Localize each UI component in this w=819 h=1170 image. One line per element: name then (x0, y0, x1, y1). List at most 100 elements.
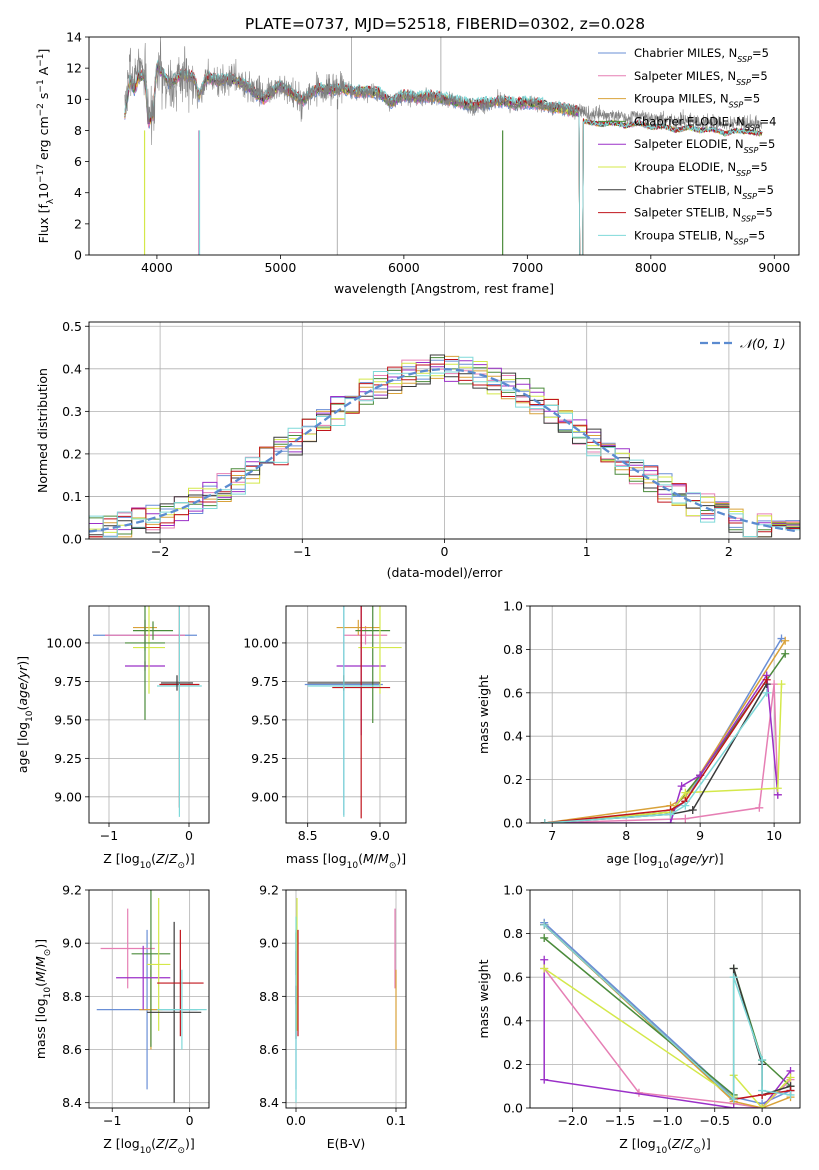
x-tick-label: 0 (186, 1113, 194, 1128)
weight-marker (666, 810, 675, 819)
weight-line-4 (544, 673, 779, 823)
x-tick-label: 8 (622, 828, 630, 843)
weight-marker (729, 964, 738, 973)
weight-marker (729, 1095, 738, 1104)
y-tick-label: 1.0 (503, 599, 523, 614)
weight-marker (540, 920, 549, 929)
y-tick-label: 9.2 (62, 883, 82, 898)
y-tick-label: 0 (74, 248, 82, 263)
x-tick-label: 0.0 (286, 1113, 306, 1128)
y-tick-label: 0.0 (503, 1101, 523, 1116)
weight-line-2 (544, 640, 786, 823)
x-tick-label: 1 (583, 544, 591, 559)
x-tick-label: 8.5 (298, 828, 318, 843)
legend-entry: Chabrier MILES, NSSP=5 (634, 46, 769, 64)
y-tick-label: 9.25 (251, 751, 279, 766)
weight-marker (681, 801, 690, 810)
y-axis-label: Normed distribution (35, 368, 50, 493)
x-tick-label: 9000 (758, 260, 790, 275)
weight-line-7 (544, 679, 768, 823)
weight-marker (677, 782, 686, 791)
x-axis-label: mass [log10(M/M⊙)] (286, 851, 406, 871)
axes-frame (285, 605, 407, 824)
y-tick-label: 8.4 (259, 1095, 279, 1110)
y-tick-label: 4 (74, 185, 82, 200)
weight-line-8 (544, 692, 768, 823)
legend-entry: Salpeter STELIB, NSSP=5 (634, 206, 773, 224)
weight-marker (729, 1104, 738, 1108)
x-tick-label: −0.5 (700, 1113, 730, 1128)
x-tick-label: 6000 (388, 260, 420, 275)
y-axis-label: Flux [fλ10−17 erg cm−2 s−1 A−1] (36, 49, 56, 244)
x-tick-label: 0.0 (752, 1113, 772, 1128)
weight-marker (540, 819, 549, 823)
x-tick-label: −1.5 (605, 1113, 635, 1128)
weight-marker (762, 688, 771, 697)
plot-area (93, 606, 202, 817)
y-tick-label: 12 (66, 61, 82, 76)
y-tick-label: 8.6 (259, 1042, 279, 1057)
x-axis-label: wavelength [Angstrom, rest frame] (334, 281, 554, 296)
plot-area (304, 606, 402, 819)
weight-marker (758, 1104, 767, 1108)
y-tick-label: 10.00 (243, 635, 279, 650)
plot-area (89, 354, 800, 538)
y-tick-label: 0.5 (62, 319, 82, 334)
weight-line-0 (544, 638, 783, 823)
plot-massweight_vs_Z: −2.0 −1.5 −1.0 −0.5 0.0 0.0 0.2 0.4 0.6 0.8 1.0 mas… (476, 883, 801, 1156)
weight-marker (540, 933, 549, 942)
weight-marker (540, 964, 549, 973)
plot-area (96, 890, 207, 1103)
x-tick-label: 2 (725, 544, 733, 559)
y-tick-label: 9.0 (62, 936, 82, 951)
x-tick-label: 10 (766, 828, 782, 843)
weight-line-0 (543, 922, 791, 1105)
y-tick-label: 9.00 (251, 789, 279, 804)
model-line-6 (124, 61, 763, 255)
axes-frame (88, 605, 210, 824)
y-tick-label: 9.25 (54, 751, 82, 766)
plot-residuals: −2 −1 0 1 2 0.0 0.1 0.2 0.3 0.4 0.5 (data-model)/er… (35, 319, 801, 580)
axes-frame (88, 889, 210, 1109)
x-tick-label: 9.0 (370, 828, 390, 843)
weight-marker (681, 788, 690, 797)
plot-age_vs_mass: 8.5 9.0 9.00 9.25 9.50 9.75 10.00 mass [log10(M… (243, 605, 407, 871)
weight-marker (781, 636, 790, 645)
plot-mass_vs_ebv: 0.0 0.1 8.4 8.6 8.8 9.0 9.2 E(B-V) (259, 883, 407, 1151)
plot-spectrum: 4000 5000 6000 7000 8000 9000 0 2 4 6 8 10 12 14 wavel… (36, 30, 800, 296)
y-tick-label: 0.6 (503, 685, 523, 700)
y-tick-label: 0.3 (62, 404, 82, 419)
x-axis-label: Z [log10(Z/Z⊙)] (619, 1136, 711, 1156)
y-tick-label: 1.0 (503, 883, 523, 898)
x-tick-label: 7 (548, 828, 556, 843)
plot-massweight_vs_age: 7 8 9 10 0.0 0.2 0.4 0.6 0.8 1.0 mass weight age [l… (476, 599, 801, 871)
weight-line-2 (543, 924, 791, 1108)
legend-entry: Salpeter ELODIE, NSSP=5 (634, 137, 775, 155)
weight-marker (773, 784, 782, 793)
y-tick-label: 0.4 (503, 1013, 523, 1028)
x-tick-label: 8000 (635, 260, 667, 275)
x-axis-label: Z [log10(Z/Z⊙)] (103, 851, 195, 871)
y-axis-label: mass weight (476, 675, 491, 754)
axes-frame (285, 889, 407, 1109)
data-spectrum (124, 37, 763, 146)
y-tick-label: 9.00 (54, 789, 82, 804)
y-tick-label: 0.8 (503, 926, 523, 941)
axes-frame (529, 889, 801, 1109)
x-axis-label: E(B-V) (327, 1136, 366, 1151)
y-tick-label: 9.2 (259, 883, 279, 898)
weight-marker (729, 973, 738, 982)
plot-area (124, 37, 763, 255)
weight-marker (666, 819, 675, 823)
y-tick-label: 14 (66, 30, 82, 45)
y-tick-label: 8.8 (259, 989, 279, 1004)
y-tick-label: 8 (74, 123, 82, 138)
y-tick-label: 9.50 (54, 712, 82, 727)
weight-line-3 (544, 653, 786, 823)
weight-line-6 (544, 683, 768, 823)
y-tick-label: 0.1 (62, 489, 82, 504)
legend-entry: Chabrier STELIB, NSSP=5 (634, 183, 774, 201)
weight-marker (540, 1075, 549, 1084)
model-line-8 (124, 58, 762, 255)
x-tick-label: 0 (441, 544, 449, 559)
